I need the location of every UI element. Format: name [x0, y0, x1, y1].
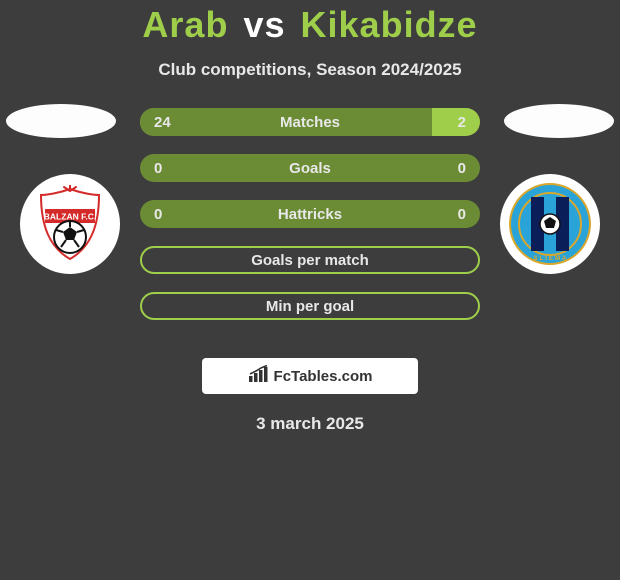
- comparison-core: BALZAN F.C.: [0, 108, 620, 338]
- title-player1: Arab: [142, 4, 228, 45]
- stat-right-value: 0: [458, 160, 466, 177]
- title-player2: Kikabidze: [301, 4, 478, 45]
- stat-label: Matches: [280, 114, 340, 131]
- stat-bars: 24 Matches 2 0 Goals 0 0 Hattricks 0 Goals per ma…: [140, 108, 480, 320]
- title-vs: vs: [243, 4, 285, 45]
- page-title: Arab vs Kikabidze: [0, 4, 620, 46]
- balzan-crest-icon: BALZAN F.C.: [31, 185, 109, 263]
- stat-left-value: 0: [154, 160, 162, 177]
- stat-label: Goals: [289, 160, 331, 177]
- subtitle: Club competitions, Season 2024/2025: [0, 60, 620, 80]
- root: Arab vs Kikabidze Club competitions, Sea…: [0, 0, 620, 434]
- stat-bar-goals: 0 Goals 0: [140, 154, 480, 182]
- sliema-crest-icon: S L I E M A: [509, 183, 591, 265]
- brand-box: FcTables.com: [202, 358, 418, 394]
- left-club-badge: BALZAN F.C.: [20, 174, 120, 274]
- stat-bar-min-per-goal: Min per goal: [140, 292, 480, 320]
- stat-right-value: 0: [458, 206, 466, 223]
- left-name-ellipse: [6, 104, 116, 138]
- right-name-ellipse: [504, 104, 614, 138]
- stat-label: Min per goal: [266, 298, 354, 315]
- svg-text:S L I E M A: S L I E M A: [533, 255, 567, 262]
- stat-left-value: 24: [154, 114, 171, 131]
- stat-label: Hattricks: [278, 206, 342, 223]
- right-club-badge: S L I E M A: [500, 174, 600, 274]
- stat-bar-hattricks: 0 Hattricks 0: [140, 200, 480, 228]
- stat-left-value: 0: [154, 206, 162, 223]
- stat-bar-goals-per-match: Goals per match: [140, 246, 480, 274]
- date-text: 3 march 2025: [0, 414, 620, 434]
- chart-icon: [248, 365, 270, 388]
- brand-text: FcTables.com: [274, 368, 373, 385]
- stat-right-value: 2: [458, 114, 466, 131]
- stat-label: Goals per match: [251, 252, 369, 269]
- stat-bar-matches: 24 Matches 2: [140, 108, 480, 136]
